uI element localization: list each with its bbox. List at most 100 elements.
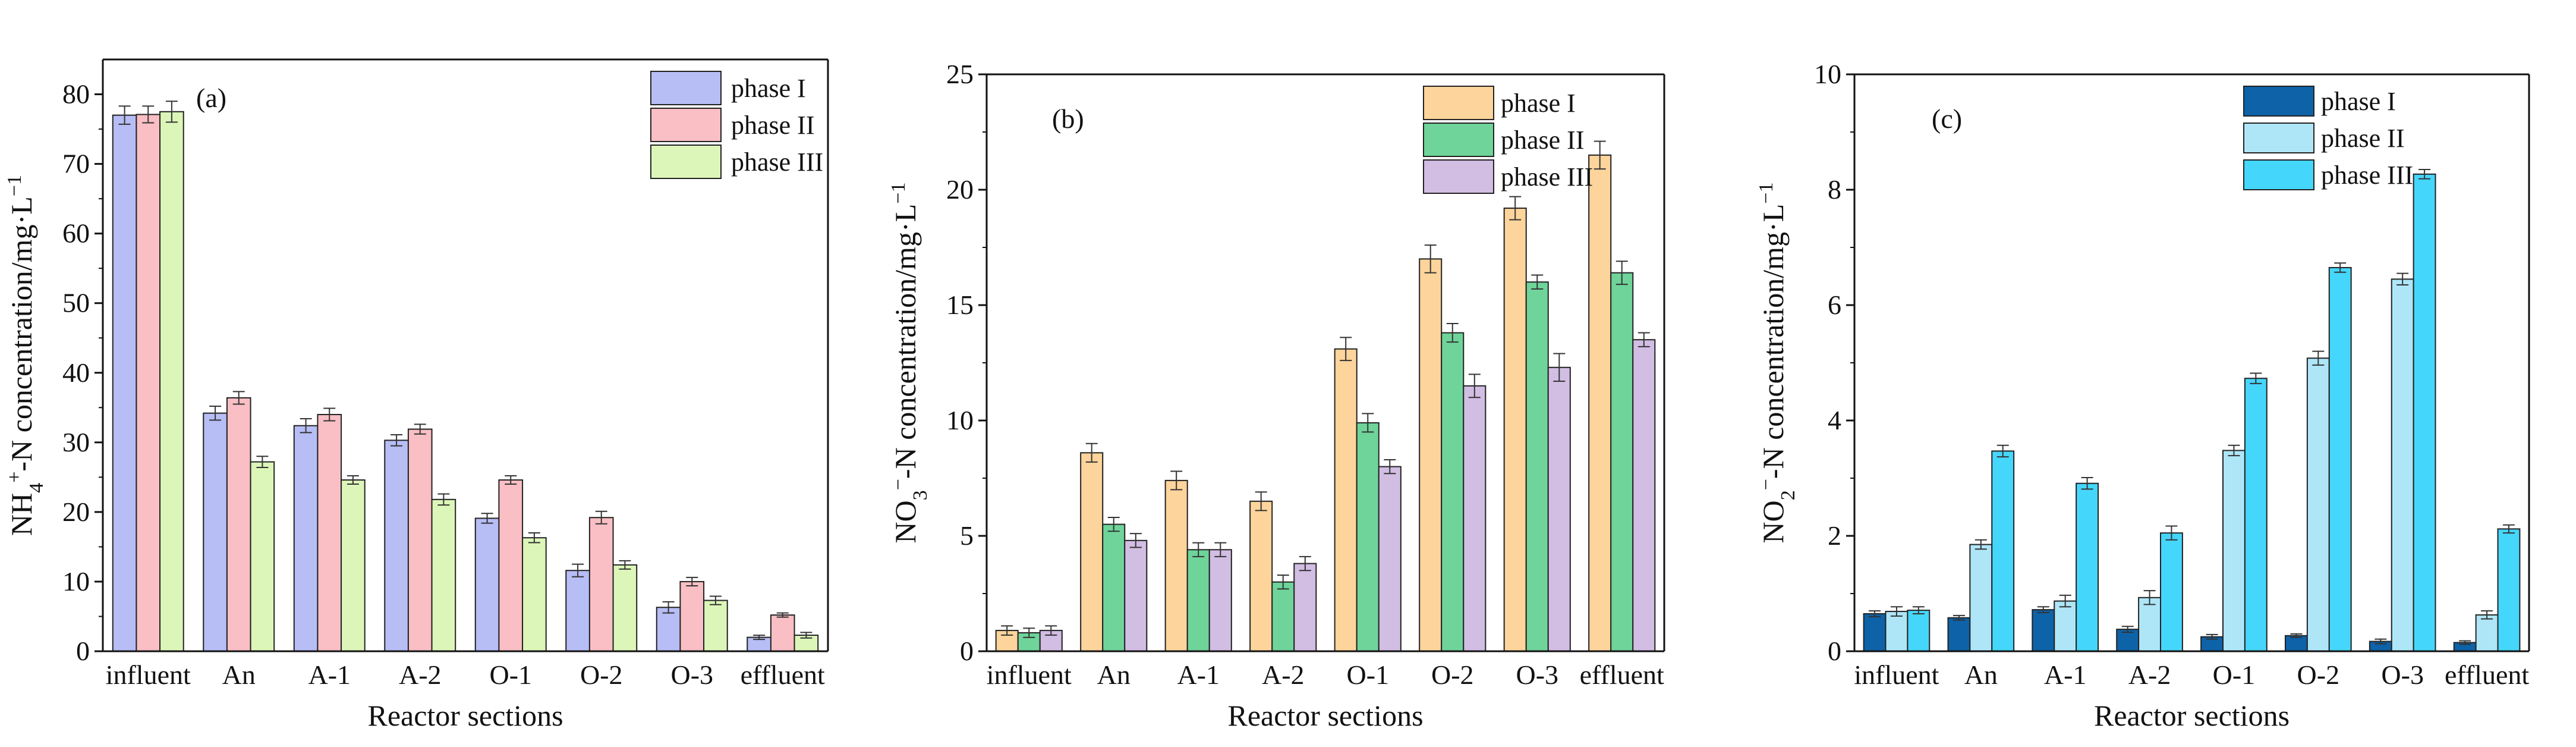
bar bbox=[2475, 614, 2499, 652]
legend: phase I phase II phase III bbox=[650, 71, 823, 179]
x-tick-label: A-2 bbox=[2128, 660, 2171, 690]
bar bbox=[1080, 452, 1104, 652]
y-axis-title: NO2−-N concentration/mg·L−1 bbox=[1755, 183, 1799, 544]
bar bbox=[1610, 272, 1634, 652]
bar bbox=[1947, 617, 1971, 652]
bar bbox=[2413, 173, 2436, 652]
y-tick-label: 5 bbox=[960, 520, 974, 551]
chart-panel-c: influent An A-1 A-2 O-1 O-2 O-3 effluent 0 2 4 6 8 10… bbox=[1755, 59, 2530, 732]
x-tick-label: effluent bbox=[741, 660, 825, 690]
bar bbox=[1293, 563, 1317, 652]
y-tick-label: 40 bbox=[62, 357, 90, 388]
bar bbox=[2160, 532, 2183, 652]
y-axis-title: NH4+-N concentration/mg·L−1 bbox=[4, 175, 48, 536]
bar bbox=[1186, 549, 1210, 652]
x-tick-label: A-2 bbox=[1262, 660, 1305, 690]
x-tick-label: O-3 bbox=[670, 660, 713, 690]
bar bbox=[703, 600, 728, 652]
y-tick-label: 25 bbox=[946, 59, 974, 89]
x-tick-label: A-1 bbox=[1177, 660, 1220, 690]
bar bbox=[1249, 500, 1273, 652]
legend: phase I phase II phase III bbox=[2243, 86, 2413, 190]
bar bbox=[2306, 357, 2330, 652]
legend-label: phase I bbox=[1501, 89, 1576, 118]
bar bbox=[656, 607, 681, 652]
bar bbox=[679, 580, 705, 652]
y-tick-label: 10 bbox=[1814, 59, 1841, 89]
bar bbox=[1969, 544, 1993, 652]
bar bbox=[565, 570, 590, 652]
bar bbox=[1271, 581, 1295, 652]
legend-swatch bbox=[1423, 86, 1494, 120]
bar bbox=[2054, 600, 2077, 652]
bar bbox=[1378, 466, 1402, 652]
bar bbox=[2391, 278, 2414, 652]
bar bbox=[2138, 597, 2162, 652]
legend-swatch bbox=[650, 145, 722, 179]
x-tick-label: A-1 bbox=[2044, 660, 2087, 690]
bar bbox=[293, 425, 319, 652]
legend-swatch bbox=[2243, 159, 2314, 190]
legend-label: phase III bbox=[1501, 162, 1593, 192]
x-tick-label: An bbox=[1097, 660, 1130, 690]
x-tick-label: influent bbox=[987, 660, 1072, 690]
y-tick-label: 60 bbox=[62, 218, 90, 249]
legend-swatch bbox=[650, 108, 722, 142]
y-tick-label: 50 bbox=[62, 288, 90, 318]
bar bbox=[1991, 450, 2015, 652]
legend-label: phase I bbox=[2321, 87, 2396, 116]
x-tick-label: influent bbox=[106, 660, 191, 690]
legend-label: phase II bbox=[1501, 125, 1585, 155]
chart-panel-a: influent An A-1 A-2 O-1 O-2 O-3 effluent 0 10 20 30… bbox=[4, 58, 829, 732]
x-tick-label: O-3 bbox=[1516, 660, 1558, 690]
x-axis-title: Reactor sections bbox=[2094, 699, 2290, 732]
bar bbox=[2328, 266, 2352, 652]
y-tick-label: 80 bbox=[62, 79, 90, 109]
bar bbox=[341, 479, 366, 652]
legend-swatch bbox=[650, 71, 722, 105]
y-tick-label: 4 bbox=[1828, 405, 1841, 435]
x-axis-title: Reactor sections bbox=[367, 699, 563, 732]
bar bbox=[2497, 528, 2521, 652]
x-tick-label: effluent bbox=[1580, 660, 1664, 690]
bar bbox=[770, 614, 795, 652]
y-tick-label: 0 bbox=[76, 636, 90, 666]
bar bbox=[1503, 208, 1527, 652]
bar bbox=[384, 440, 409, 652]
bar bbox=[1356, 422, 1380, 652]
x-tick-label: A-2 bbox=[399, 660, 442, 690]
legend-label: phase III bbox=[2321, 161, 2413, 190]
bar bbox=[1164, 479, 1188, 652]
x-tick-label: An bbox=[222, 660, 256, 690]
bar bbox=[2222, 450, 2246, 652]
x-tick-label: O-1 bbox=[2213, 660, 2256, 690]
bar bbox=[588, 517, 614, 652]
bar bbox=[1334, 348, 1358, 652]
x-tick-label: O-2 bbox=[580, 660, 623, 690]
y-tick-label: 70 bbox=[62, 149, 90, 179]
x-tick-label: A-1 bbox=[308, 660, 351, 690]
bar bbox=[1124, 539, 1148, 652]
bar bbox=[136, 114, 161, 652]
x-axis-title: Reactor sections bbox=[1227, 699, 1423, 732]
x-tick-label: O-3 bbox=[2381, 660, 2424, 690]
bar bbox=[2244, 378, 2268, 652]
x-tick-label: O-2 bbox=[1431, 660, 1474, 690]
bar bbox=[159, 111, 184, 652]
bar bbox=[1463, 385, 1487, 652]
bar bbox=[2076, 482, 2099, 652]
x-tick-label: An bbox=[1964, 660, 1998, 690]
panel-label: (c) bbox=[1932, 103, 1962, 134]
bar bbox=[612, 564, 638, 652]
bar bbox=[1208, 549, 1232, 652]
chart-panel-b: influent An A-1 A-2 O-1 O-2 O-3 effluent 0 5 10 15 2… bbox=[887, 59, 1665, 732]
bar bbox=[498, 479, 524, 652]
x-tick-label: O-1 bbox=[489, 660, 532, 690]
bar bbox=[1632, 339, 1656, 652]
x-tick-label: O-1 bbox=[1346, 660, 1389, 690]
y-tick-label: 0 bbox=[960, 636, 974, 666]
bar bbox=[1588, 154, 1612, 652]
y-tick-label: 2 bbox=[1828, 520, 1841, 551]
